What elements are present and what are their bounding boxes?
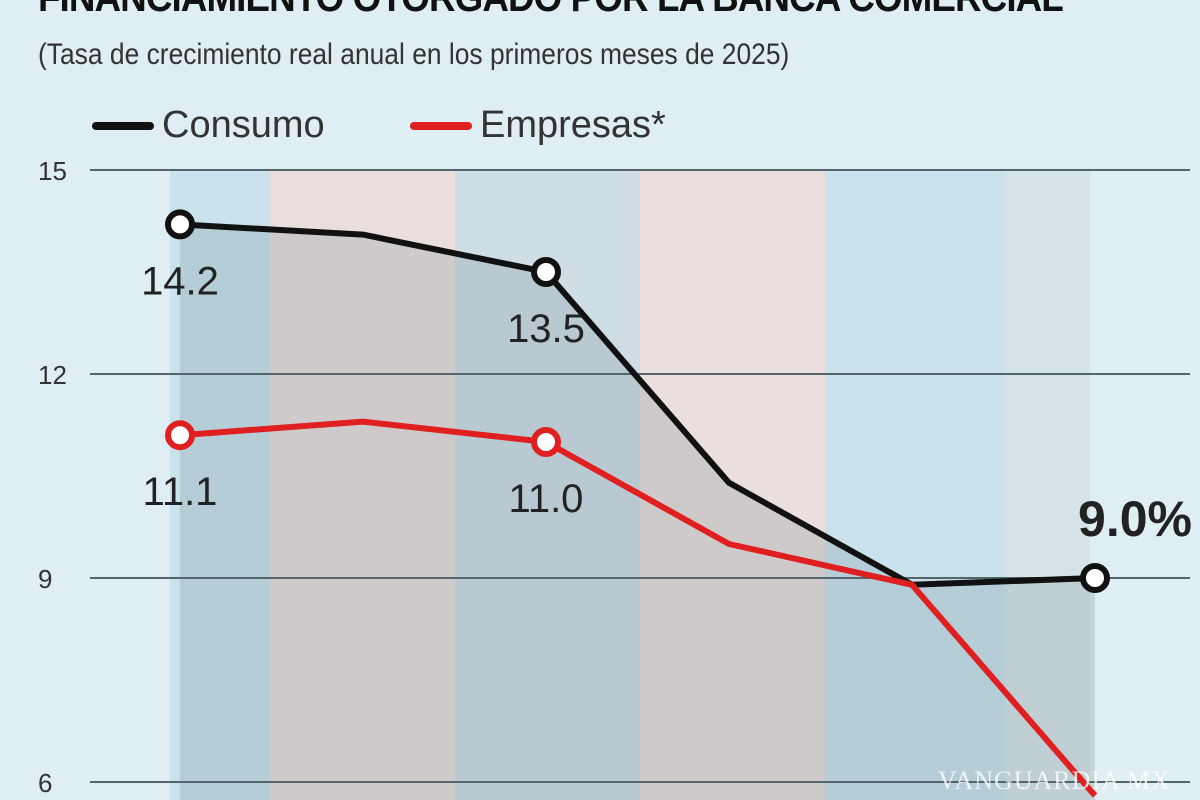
background-band: [170, 170, 270, 800]
series-line-empresas: [179, 418, 1098, 798]
series-line-consumo: [179, 221, 1096, 588]
data-point-marker: [531, 427, 561, 457]
background-band: [1005, 170, 1090, 800]
data-point-marker: [165, 209, 195, 240]
y-tick-label: 15: [38, 156, 67, 186]
legend-label-consumo: Consumo: [162, 104, 325, 146]
background-band: [270, 170, 455, 800]
consumo-area: [180, 224, 1095, 800]
chart-subtitle: (Tasa de crecimiento real anual en los p…: [38, 38, 790, 71]
chart-title: FINANCIAMIENTO OTORGADO POR LA BANCA COM…: [38, 0, 1064, 21]
data-point-marker: [531, 257, 561, 287]
y-tick-label: 6: [38, 768, 52, 798]
y-tick-label: 12: [38, 360, 67, 390]
data-label: 11.0: [509, 477, 584, 521]
data-point-marker: [165, 420, 195, 451]
background-band: [825, 170, 1005, 800]
data-label: 14.2: [141, 259, 219, 303]
legend-swatch-empresas: [410, 121, 472, 130]
legend-item-empresas: Empresas*: [410, 104, 666, 147]
data-label: 9.0%: [1078, 491, 1192, 547]
legend-label-empresas: Empresas*: [480, 104, 666, 146]
watermark: VANGUARDIA MX: [938, 766, 1171, 795]
data-label: 11.1: [143, 470, 218, 514]
data-point-marker: [1080, 563, 1110, 593]
legend-swatch-consumo: [92, 121, 154, 130]
legend-item-consumo: Consumo: [92, 104, 325, 147]
data-label: 13.5: [507, 307, 585, 351]
y-tick-label: 9: [38, 564, 52, 594]
